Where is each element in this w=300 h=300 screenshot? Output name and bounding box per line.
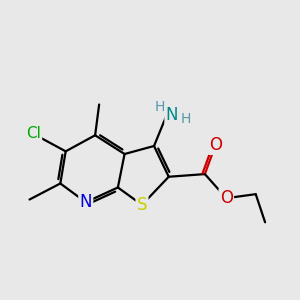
Text: N: N [165,106,178,124]
Text: S: S [137,196,147,214]
Text: H: H [154,100,165,114]
Text: N: N [80,193,92,211]
Text: O: O [209,136,222,154]
Text: O: O [220,189,233,207]
Text: H: H [181,112,191,126]
Text: Cl: Cl [26,126,41,141]
